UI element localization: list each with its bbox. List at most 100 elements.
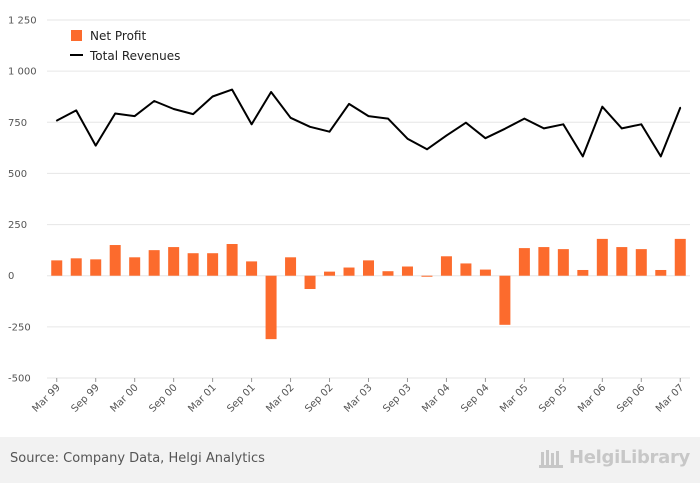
net-profit-bar [616, 247, 628, 276]
library-icon [538, 449, 563, 468]
total-revenues-line [56, 88, 682, 158]
total-revenues-point [133, 115, 136, 117]
total-revenues-point [601, 105, 604, 108]
net-profit-bar [635, 249, 647, 276]
y-axis-labels: -500 -250 0 250 500 750 1 000 1 250 [8, 16, 37, 385]
total-revenues-point [523, 117, 526, 120]
x-tick-label: Sep 02 [303, 382, 335, 414]
net-profit-bar [148, 250, 160, 276]
total-revenues-line-group [55, 88, 682, 158]
y-tick-label: 250 [8, 220, 27, 231]
total-revenues-point [55, 119, 58, 122]
net-profit-bar [51, 260, 63, 276]
x-tick-label: Mar 06 [576, 382, 608, 414]
y-tick-label: 1 000 [8, 67, 37, 78]
y-tick-label: -500 [8, 374, 31, 385]
net-profit-bar [343, 267, 355, 276]
net-profit-bar [90, 259, 102, 276]
net-profit-bar [382, 271, 394, 276]
logo-text: HelgiLibrary [568, 447, 690, 468]
legend-net-profit-swatch [71, 30, 82, 41]
x-tick-label: Sep 99 [69, 382, 101, 414]
net-profit-bar [557, 249, 569, 276]
total-revenues-point [367, 115, 370, 117]
x-tick-label: Sep 03 [381, 382, 413, 414]
total-revenues-point [231, 88, 233, 91]
x-tick-label: Sep 00 [147, 382, 179, 414]
x-tick-label: Sep 05 [537, 382, 569, 414]
total-revenues-point [504, 128, 506, 130]
net-profit-bar [499, 275, 511, 325]
source-text: Source: Company Data, Helgi Analytics [10, 451, 265, 466]
y-tick-label: 500 [8, 169, 27, 180]
net-profit-bar [246, 261, 258, 276]
total-revenues-point [426, 148, 428, 151]
legend: Net Profit Total Revenues [70, 29, 180, 63]
net-profit-bar [70, 258, 82, 276]
x-tick-label: Mar 02 [264, 382, 296, 414]
total-revenues-point [640, 123, 643, 126]
footer: Source: Company Data, Helgi Analytics He… [0, 437, 700, 483]
total-revenues-point [94, 144, 97, 147]
net-profit-bar [324, 271, 336, 276]
net-profit-bar [401, 266, 413, 276]
total-revenues-point [75, 109, 78, 112]
y-tick-label: 750 [8, 118, 27, 129]
total-revenues-point [328, 130, 331, 133]
net-profit-bar [265, 275, 277, 340]
net-profit-bar [129, 257, 141, 276]
total-revenues-point [465, 121, 467, 124]
x-tick-label: Mar 07 [654, 382, 686, 414]
net-profit-bar [655, 269, 667, 276]
total-revenues-point [621, 127, 623, 130]
net-profit-bar [207, 253, 219, 276]
x-tick-label: Sep 06 [615, 382, 647, 414]
net-profit-bar [304, 275, 316, 290]
total-revenues-point [659, 155, 662, 158]
x-tick-label: Mar 03 [342, 382, 374, 414]
net-profit-bar [674, 238, 686, 276]
x-tick-label: Sep 04 [459, 382, 491, 414]
x-tick-label: Sep 01 [225, 382, 257, 414]
grid [47, 19, 690, 379]
y-tick-label: 0 [8, 271, 14, 282]
total-revenues-point [153, 100, 155, 102]
total-revenues-point [211, 95, 214, 98]
legend-net-profit-label: Net Profit [90, 29, 146, 43]
net-profit-bar [109, 245, 121, 276]
total-revenues-point [348, 103, 350, 105]
total-revenues-point [543, 127, 545, 130]
total-revenues-point [192, 113, 194, 115]
net-profit-bar [440, 256, 452, 276]
net-profit-bars [51, 238, 686, 340]
total-revenues-point [484, 137, 487, 140]
x-tick-label: Mar 99 [30, 382, 62, 414]
net-profit-bar [577, 269, 589, 276]
x-axis-labels: Mar 99 Sep 99 Mar 00 Sep 00 Mar 01 Sep 01 Mar … [30, 378, 686, 415]
net-profit-bar [596, 238, 608, 276]
net-profit-bar [421, 275, 433, 277]
total-revenues-point [387, 117, 389, 120]
total-revenues-point [250, 123, 253, 126]
helgi-library-logo[interactable]: HelgiLibrary [538, 447, 690, 468]
x-tick-label: Mar 04 [420, 382, 452, 414]
net-profit-bar [518, 248, 530, 276]
x-tick-label: Mar 00 [108, 382, 140, 414]
y-tick-label: -250 [8, 322, 31, 333]
net-profit-bar [226, 244, 238, 276]
total-revenues-point [406, 137, 409, 140]
y-tick-label: 1 250 [8, 16, 37, 27]
net-profit-bar [285, 257, 297, 276]
total-revenues-point [172, 108, 175, 110]
total-revenues-point [289, 116, 292, 119]
net-profit-bar [187, 253, 199, 276]
total-revenues-point [114, 112, 116, 115]
total-revenues-point [445, 134, 448, 137]
net-profit-bar [538, 247, 550, 276]
x-tick-label: Mar 05 [498, 382, 530, 414]
net-profit-bar [479, 269, 491, 276]
net-profit-bar [168, 247, 180, 276]
legend-total-revenues-label: Total Revenues [89, 49, 180, 63]
total-revenues-point [562, 123, 565, 126]
chart: -500 -250 0 250 500 750 1 000 1 250 Mar 99 Sep 9… [8, 16, 690, 415]
